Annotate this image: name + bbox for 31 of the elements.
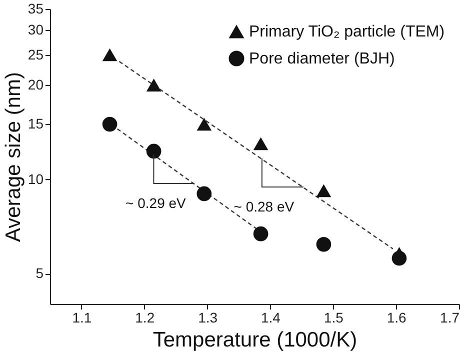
x-tick-label: 1.5 [324, 310, 344, 326]
annotation: ~ 0.28 eV [234, 198, 295, 214]
legend-label: Pore diameter (BJH) [249, 50, 395, 68]
x-tick-label: 1.3 [198, 310, 218, 326]
point [253, 137, 268, 150]
x-tick-label: 1.2 [135, 310, 155, 326]
annotation: ~ 0.29 eV [126, 194, 187, 211]
y-tick-label: 25 [28, 46, 44, 62]
y-tick-label: 20 [28, 76, 44, 93]
x-axis-title: Temperature (1000/K) [152, 328, 358, 352]
x-tick-label: 1.4 [260, 310, 281, 326]
point [146, 78, 162, 92]
x-tick-label: 1.6 [386, 310, 407, 326]
point [102, 116, 118, 132]
point [196, 118, 212, 131]
point [316, 236, 332, 252]
y-tick-label: 15 [28, 116, 44, 132]
point [253, 226, 268, 242]
y-tick-label: 35 [28, 0, 44, 16]
point [196, 186, 212, 202]
y-tick-label: 30 [28, 21, 44, 38]
x-tick-label: 1.1 [72, 310, 92, 326]
y-axis-title: Average size (nm) [2, 72, 25, 242]
y-tick-label: 5 [36, 265, 44, 282]
y-tick-label: 10 [28, 170, 44, 187]
point [316, 184, 332, 198]
point [102, 48, 118, 62]
legend-label: Primary TiO₂ particle (TEM) [249, 24, 445, 40]
point [146, 144, 162, 159]
point [392, 247, 407, 260]
x-tick-label: 1.7 [440, 310, 460, 326]
